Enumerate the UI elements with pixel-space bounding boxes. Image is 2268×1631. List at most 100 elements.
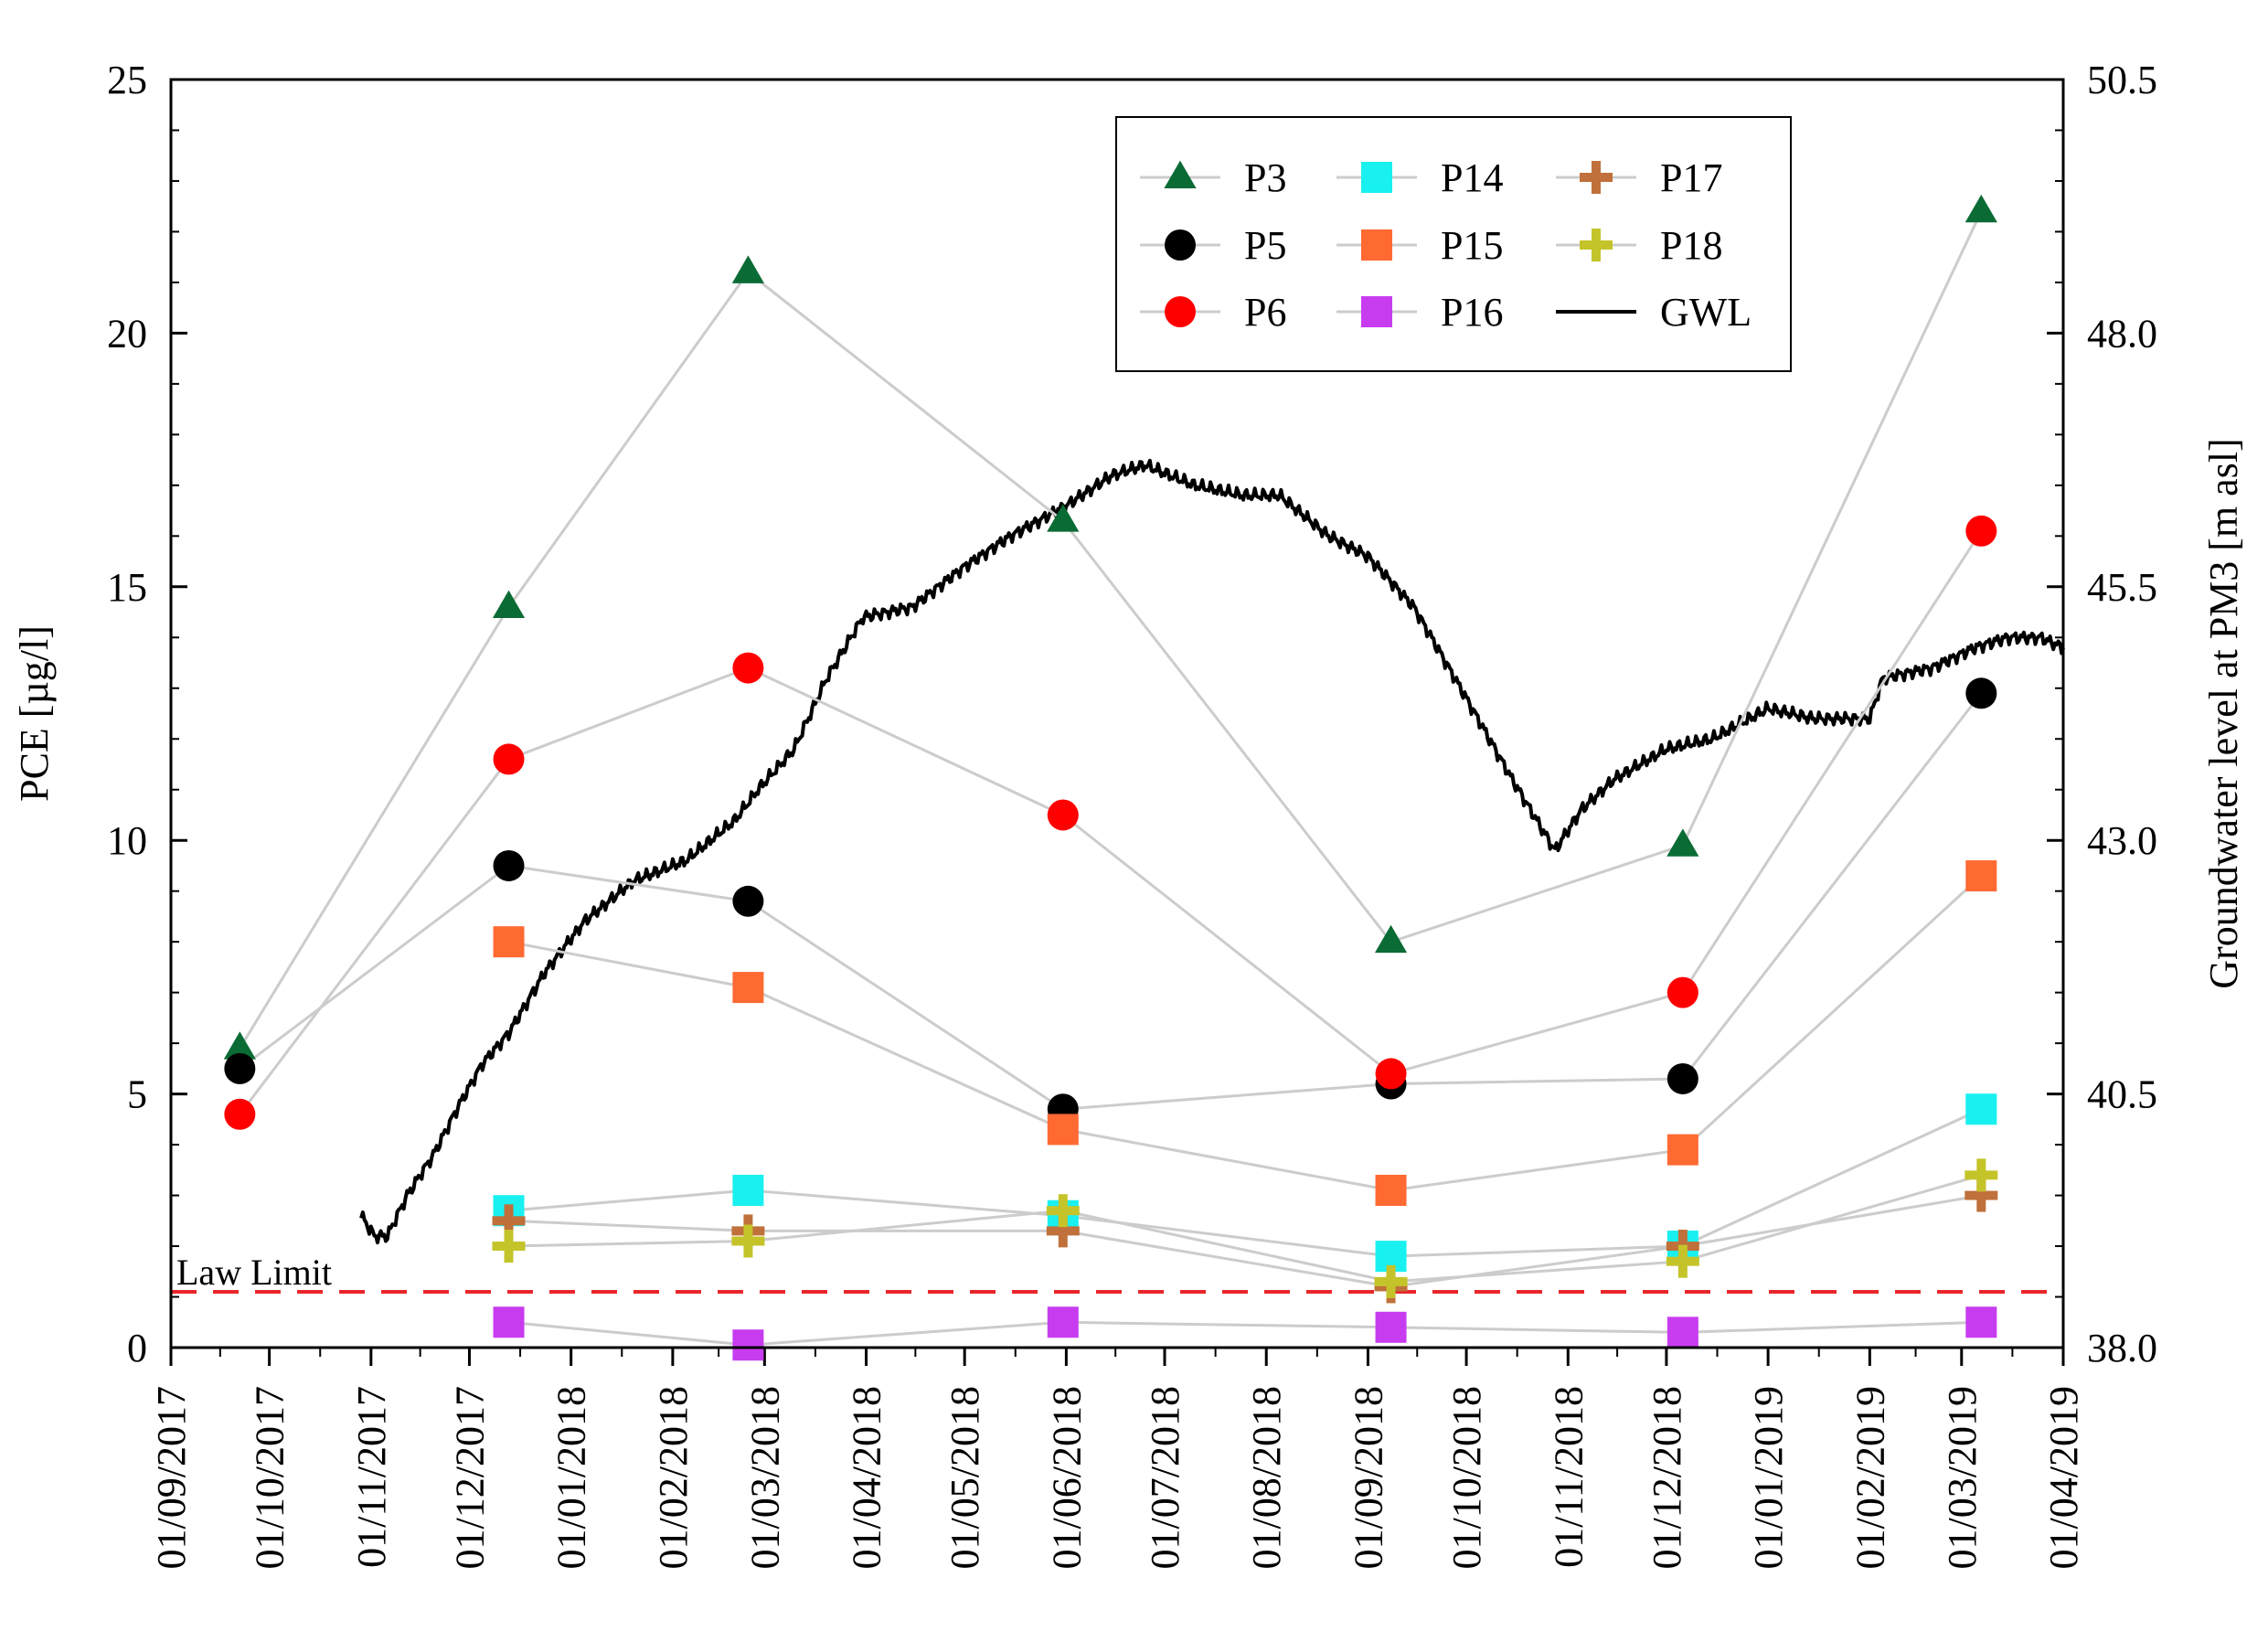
x-tick-label: 01/02/2019 [1847, 1386, 1892, 1569]
point-p6 [1965, 515, 1997, 547]
law-limit-label: Law Limit [176, 1252, 332, 1293]
point-p3 [1666, 828, 1699, 857]
point-p5 [1965, 677, 1997, 709]
x-tick-label: 01/04/2019 [2041, 1386, 2086, 1569]
legend-marker-p15 [1361, 229, 1392, 261]
y-tick-label: 25 [107, 58, 147, 102]
plot-frame [169, 78, 2065, 1349]
point-p3 [1047, 504, 1080, 532]
data-markers [223, 194, 1998, 1361]
y2-tick-label: 48.0 [2087, 311, 2157, 356]
point-p17 [1965, 1178, 1998, 1212]
legend-label-gwl: GWL [1660, 290, 1752, 335]
legend-label-p3: P3 [1244, 155, 1286, 200]
point-p3 [731, 255, 765, 283]
point-p3 [223, 1031, 256, 1060]
y-tick-label: 10 [107, 818, 147, 863]
point-p5 [493, 849, 525, 881]
x-tick-label: 01/12/2017 [447, 1386, 492, 1569]
legend-label-p16: P16 [1441, 290, 1503, 335]
point-p5 [732, 885, 764, 917]
y2-tick-label: 43.0 [2087, 818, 2157, 863]
legend-label-p6: P6 [1244, 290, 1286, 335]
x-tick-label: 01/11/2017 [349, 1386, 394, 1568]
point-p16 [493, 1306, 525, 1338]
point-p16 [1965, 1306, 1997, 1338]
legend-label-p14: P14 [1441, 155, 1503, 200]
point-p18 [1374, 1264, 1408, 1298]
point-p3 [1965, 194, 1997, 223]
point-p15 [1375, 1175, 1407, 1207]
x-tick-label: 01/01/2018 [549, 1386, 594, 1569]
point-p3 [1374, 924, 1408, 954]
x-tick-label: 01/03/2018 [742, 1386, 787, 1569]
point-p16 [1666, 1317, 1698, 1349]
legend-marker-p16 [1361, 296, 1392, 327]
legend-marker-p14 [1361, 162, 1392, 193]
gwl-layer [359, 458, 2065, 1245]
point-p5 [224, 1052, 256, 1084]
point-p16 [1047, 1306, 1079, 1338]
legend-label-p15: P15 [1441, 223, 1503, 268]
x-tick-label: 01/04/2018 [845, 1386, 889, 1569]
point-p3 [492, 590, 526, 618]
legend-marker-p3 [1164, 160, 1197, 188]
x-tick-label: 01/06/2018 [1044, 1386, 1089, 1569]
legend-label-p5: P5 [1244, 223, 1286, 268]
x-tick-label: 01/10/2018 [1444, 1386, 1489, 1569]
gwl-line [359, 458, 2065, 1245]
x-tick-label: 01/11/2018 [1546, 1386, 1591, 1568]
point-p6 [224, 1098, 256, 1130]
y2-tick-label: 50.5 [2087, 58, 2157, 102]
tick-labels: 0 5 10 15 20 25 38.0 40.5 43.0 45.5 48.0 50.5 01/09/… [107, 58, 2157, 1569]
law-limit-layer: Law Limit [171, 1252, 2063, 1294]
y-tick-label: 0 [127, 1326, 147, 1370]
point-p15 [493, 926, 525, 958]
point-p18 [1046, 1194, 1080, 1228]
point-p6 [1375, 1058, 1407, 1090]
x-tick-label: 01/12/2018 [1645, 1386, 1689, 1569]
point-p18 [731, 1224, 765, 1258]
point-p16 [732, 1329, 764, 1361]
x-tick-label: 01/01/2019 [1746, 1386, 1791, 1569]
series-line-p18 [508, 1173, 1982, 1284]
y-tick-label: 5 [127, 1072, 147, 1117]
y2-tick-label: 45.5 [2087, 565, 2157, 610]
x-tick-label: 01/09/2017 [149, 1386, 194, 1569]
series-line-p14 [508, 1107, 1982, 1258]
point-p15 [1666, 1134, 1698, 1166]
point-p14 [732, 1175, 764, 1207]
series-line-p16 [508, 1320, 1982, 1347]
point-p6 [493, 743, 525, 775]
x-tick-label: 01/08/2018 [1244, 1386, 1289, 1569]
point-p6 [1047, 799, 1079, 831]
legend-box [1115, 116, 1792, 372]
x-tick-label: 01/07/2018 [1143, 1386, 1187, 1569]
point-p14 [1965, 1093, 1997, 1125]
series-line-p17 [508, 1194, 1982, 1288]
point-p16 [1375, 1311, 1407, 1343]
point-p18 [492, 1230, 526, 1263]
y2-axis-title: Groundwater level at PM3 [m asl] [2201, 438, 2246, 988]
legend: P3 P5 P6 P14 P15 P16 P17 P18 GWL [1115, 116, 1792, 372]
legend-label-p18: P18 [1660, 223, 1722, 268]
point-p17 [1046, 1214, 1080, 1248]
series-line-p15 [508, 874, 1983, 1192]
x-tick-label: 01/03/2019 [1940, 1386, 1985, 1569]
point-p6 [732, 652, 764, 684]
point-p15 [1047, 1114, 1079, 1146]
x-tick-label: 01/02/2018 [651, 1386, 696, 1569]
point-p15 [732, 972, 764, 1004]
legend-marker-p17 [1580, 161, 1613, 194]
point-p6 [1666, 976, 1698, 1008]
y2-tick-label: 38.0 [2087, 1326, 2157, 1370]
y2-tick-label: 40.5 [2087, 1072, 2157, 1117]
point-p18 [1965, 1158, 1998, 1192]
legend-marker-p6 [1165, 296, 1196, 327]
point-p17 [492, 1204, 526, 1238]
x-tick-label: 01/05/2018 [942, 1386, 987, 1569]
y-axis-title: PCE [µg/l] [12, 625, 57, 802]
legend-marker-p18 [1580, 229, 1613, 261]
y-tick-label: 20 [107, 311, 147, 356]
